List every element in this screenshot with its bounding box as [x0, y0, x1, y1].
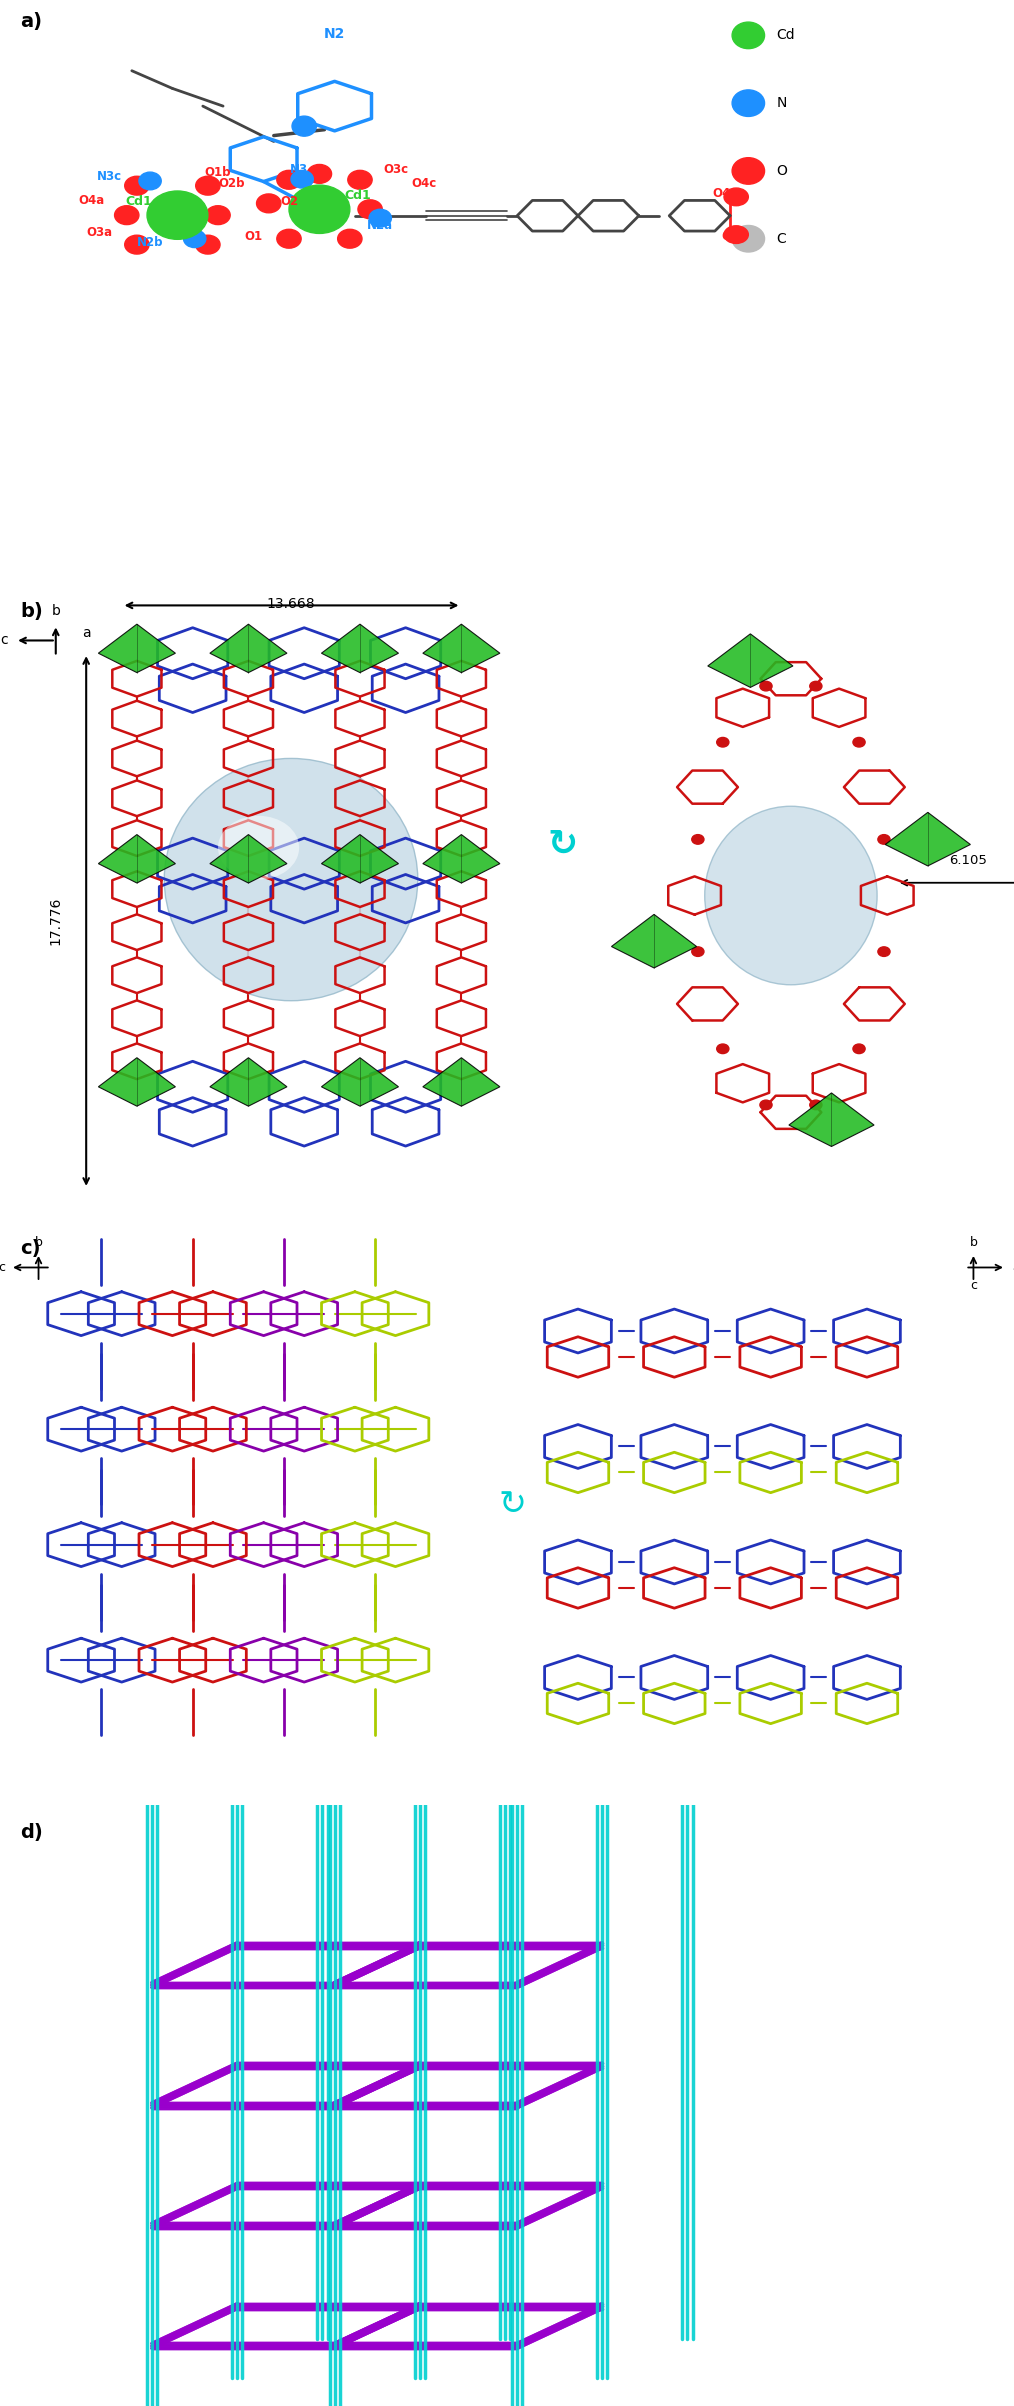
- Polygon shape: [789, 1092, 874, 1148]
- Text: c: c: [0, 633, 8, 647]
- Ellipse shape: [692, 835, 704, 845]
- Ellipse shape: [307, 164, 332, 183]
- Polygon shape: [321, 1059, 399, 1107]
- Text: c): c): [20, 1239, 41, 1258]
- Ellipse shape: [732, 89, 765, 115]
- Polygon shape: [423, 835, 500, 883]
- Ellipse shape: [705, 806, 877, 984]
- Ellipse shape: [139, 173, 161, 190]
- Ellipse shape: [218, 816, 299, 881]
- Text: O3a: O3a: [86, 226, 113, 238]
- Ellipse shape: [853, 1044, 865, 1054]
- Text: O3c: O3c: [383, 164, 408, 176]
- Ellipse shape: [277, 229, 301, 248]
- Ellipse shape: [147, 190, 208, 238]
- Ellipse shape: [125, 236, 149, 255]
- Polygon shape: [423, 623, 500, 674]
- Ellipse shape: [164, 758, 418, 1001]
- Ellipse shape: [196, 176, 220, 195]
- Polygon shape: [98, 1059, 175, 1107]
- Ellipse shape: [732, 22, 765, 48]
- Text: N2b: N2b: [137, 236, 163, 250]
- Text: Cd: Cd: [777, 29, 795, 43]
- Ellipse shape: [759, 1100, 772, 1109]
- Ellipse shape: [338, 229, 362, 248]
- Text: O1: O1: [244, 231, 263, 243]
- Polygon shape: [98, 835, 175, 883]
- Ellipse shape: [810, 1100, 822, 1109]
- Text: b: b: [52, 604, 60, 618]
- Text: N2: N2: [323, 26, 346, 41]
- Text: Cd1: Cd1: [126, 195, 152, 207]
- Text: 13.668: 13.668: [267, 597, 315, 611]
- Polygon shape: [611, 914, 697, 967]
- Text: a: a: [82, 626, 90, 640]
- Text: c: c: [970, 1280, 976, 1292]
- Ellipse shape: [369, 209, 391, 226]
- Ellipse shape: [878, 835, 890, 845]
- Ellipse shape: [292, 115, 316, 137]
- Ellipse shape: [358, 200, 382, 219]
- Ellipse shape: [125, 176, 149, 195]
- Text: 17.776: 17.776: [49, 897, 63, 946]
- Text: O1b: O1b: [205, 166, 231, 178]
- Ellipse shape: [115, 207, 139, 224]
- Ellipse shape: [853, 739, 865, 746]
- Ellipse shape: [348, 171, 372, 190]
- Text: O: O: [777, 164, 788, 178]
- Text: Cd1: Cd1: [345, 190, 371, 202]
- Polygon shape: [321, 623, 399, 674]
- Ellipse shape: [717, 739, 729, 746]
- Text: b: b: [969, 1237, 977, 1249]
- Polygon shape: [210, 623, 287, 674]
- Text: O2b: O2b: [218, 178, 244, 190]
- Ellipse shape: [724, 188, 748, 207]
- Text: b): b): [20, 602, 43, 621]
- Polygon shape: [708, 633, 793, 688]
- Text: O3: O3: [721, 231, 739, 243]
- Ellipse shape: [277, 171, 301, 190]
- Polygon shape: [98, 623, 175, 674]
- Text: ↻: ↻: [498, 1487, 526, 1521]
- Ellipse shape: [878, 948, 890, 958]
- Ellipse shape: [759, 681, 772, 691]
- Text: a: a: [1012, 1261, 1014, 1275]
- Text: O4: O4: [713, 188, 731, 200]
- Polygon shape: [423, 1059, 500, 1107]
- Text: C: C: [777, 231, 787, 245]
- Polygon shape: [321, 835, 399, 883]
- Text: ↻: ↻: [548, 828, 578, 861]
- Ellipse shape: [291, 171, 313, 188]
- Text: N: N: [777, 96, 787, 111]
- Text: 6.105: 6.105: [949, 854, 987, 866]
- Text: O4c: O4c: [412, 178, 436, 190]
- Ellipse shape: [257, 195, 281, 212]
- Text: b: b: [34, 1237, 43, 1249]
- Ellipse shape: [692, 948, 704, 958]
- Ellipse shape: [206, 207, 230, 224]
- Text: N3: N3: [290, 164, 308, 176]
- Polygon shape: [885, 813, 970, 866]
- Text: O4a: O4a: [78, 195, 104, 207]
- Text: a): a): [20, 12, 43, 31]
- Ellipse shape: [717, 1044, 729, 1054]
- Ellipse shape: [289, 185, 350, 233]
- Ellipse shape: [184, 231, 206, 248]
- Text: N3c: N3c: [97, 171, 122, 183]
- Ellipse shape: [724, 226, 748, 243]
- Polygon shape: [210, 835, 287, 883]
- Ellipse shape: [810, 681, 822, 691]
- Polygon shape: [210, 1059, 287, 1107]
- Ellipse shape: [196, 236, 220, 255]
- Text: N2a: N2a: [367, 219, 393, 231]
- Text: c: c: [0, 1261, 5, 1275]
- Text: O2: O2: [280, 195, 298, 207]
- Text: d): d): [20, 1824, 43, 1841]
- Ellipse shape: [732, 159, 765, 185]
- Ellipse shape: [732, 226, 765, 253]
